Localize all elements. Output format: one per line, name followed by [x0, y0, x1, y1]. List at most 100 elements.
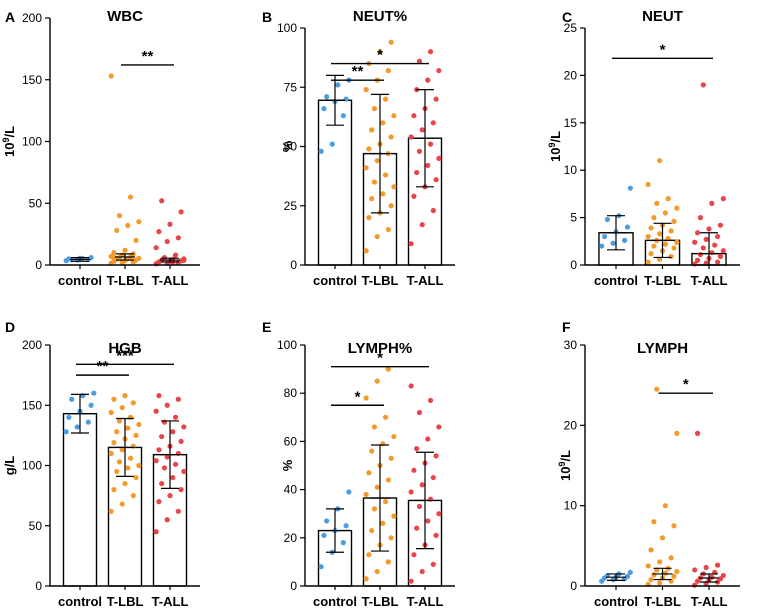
data-point-t-all	[411, 552, 417, 558]
significance-label: **	[97, 358, 109, 375]
data-point-t-all	[161, 419, 168, 425]
panel-letter: E	[262, 319, 271, 335]
data-point-t-all	[709, 250, 715, 256]
x-category-label: T-LBL	[362, 594, 399, 609]
data-point-t-lbl	[674, 205, 680, 211]
data-point-t-lbl	[385, 477, 391, 483]
data-point-t-lbl	[671, 573, 677, 579]
data-point-t-lbl	[382, 414, 389, 420]
data-point-t-lbl	[133, 432, 139, 438]
x-category-label: T-LBL	[107, 273, 144, 288]
data-point-t-all	[714, 233, 721, 240]
data-point-t-lbl	[668, 555, 674, 561]
data-point-control	[318, 564, 324, 570]
data-point-t-lbl	[111, 250, 117, 256]
data-point-t-lbl	[674, 430, 680, 436]
data-point-t-lbl	[122, 393, 128, 399]
data-point-t-lbl	[645, 181, 651, 188]
x-category-label: control	[594, 273, 638, 288]
data-point-control	[85, 419, 91, 425]
data-point-t-lbl	[374, 378, 380, 384]
data-point-t-all	[408, 383, 414, 389]
y-tick-label: 10	[564, 499, 578, 513]
data-point-t-lbl	[657, 158, 663, 164]
data-point-t-lbl	[114, 468, 120, 475]
data-point-t-lbl	[374, 568, 380, 575]
data-point-t-lbl	[374, 158, 380, 164]
panel-title: NEUT	[642, 8, 683, 25]
data-point-t-all	[414, 525, 420, 531]
y-tick-label: 40	[284, 483, 298, 497]
data-point-control	[599, 243, 605, 249]
data-point-t-all	[703, 564, 709, 571]
data-point-t-all	[419, 127, 425, 133]
significance-label: **	[142, 48, 154, 65]
data-point-t-all	[694, 257, 701, 263]
data-point-t-lbl	[366, 146, 372, 152]
data-point-t-lbl	[111, 254, 117, 260]
data-point-t-all	[430, 120, 436, 126]
data-point-control	[321, 105, 327, 112]
data-point-t-all	[714, 562, 721, 568]
data-point-t-all	[433, 96, 439, 102]
data-point-t-lbl	[111, 440, 117, 446]
data-point-t-lbl	[127, 194, 134, 200]
data-point-t-lbl	[119, 447, 125, 453]
data-point-t-all	[700, 245, 706, 251]
data-point-t-all	[411, 113, 417, 119]
panel-title: NEUT%	[353, 8, 407, 25]
data-point-t-lbl	[363, 87, 369, 93]
data-point-control	[624, 573, 631, 579]
significance-label: *	[660, 41, 666, 58]
data-point-t-all	[425, 162, 431, 169]
data-point-t-all	[164, 238, 170, 245]
data-point-t-lbl	[671, 523, 677, 529]
data-point-t-all	[181, 468, 187, 475]
data-point-control	[324, 94, 330, 100]
data-point-t-lbl	[125, 465, 131, 471]
data-point-t-all	[178, 487, 184, 493]
panel-letter: C	[562, 9, 572, 25]
data-point-t-lbl	[374, 233, 380, 240]
x-category-label: T-LBL	[362, 273, 399, 288]
data-point-control	[321, 532, 327, 538]
x-category-label: T-ALL	[691, 273, 728, 288]
data-point-t-lbl	[377, 49, 383, 55]
y-tick-label: 0	[570, 579, 577, 593]
data-point-control	[340, 540, 346, 546]
data-point-t-all	[156, 447, 162, 453]
data-point-t-all	[153, 529, 159, 535]
data-point-t-all	[153, 245, 159, 251]
data-point-t-lbl	[665, 196, 671, 202]
data-point-control	[88, 402, 94, 408]
y-axis-label: 109/L	[1, 126, 17, 157]
x-category-label: T-ALL	[407, 273, 444, 288]
data-point-t-all	[425, 77, 431, 83]
y-tick-label: 20	[564, 68, 578, 82]
data-point-control	[74, 424, 80, 430]
data-point-control	[318, 148, 324, 154]
data-point-t-all	[427, 397, 434, 404]
x-category-label: T-ALL	[691, 594, 728, 609]
x-category-label: control	[58, 273, 102, 288]
data-point-t-all	[416, 503, 423, 510]
data-point-t-lbl	[122, 247, 128, 253]
data-point-t-all	[419, 222, 425, 228]
y-tick-label: 25	[284, 199, 298, 213]
y-tick-label: 20	[284, 531, 298, 545]
data-point-t-all	[175, 396, 181, 402]
y-tick-label: 150	[22, 398, 42, 412]
y-tick-label: 10	[564, 163, 578, 177]
data-point-control	[343, 96, 349, 102]
data-point-t-lbl	[648, 225, 654, 231]
data-point-t-all	[156, 393, 162, 399]
data-point-t-all	[414, 446, 420, 452]
y-tick-label: 15	[564, 116, 578, 130]
data-point-t-all	[430, 561, 436, 567]
data-point-t-lbl	[657, 580, 663, 586]
data-point-t-lbl	[116, 459, 123, 465]
data-point-t-all	[706, 226, 712, 232]
data-point-t-lbl	[645, 563, 651, 569]
data-point-t-all	[178, 209, 184, 215]
